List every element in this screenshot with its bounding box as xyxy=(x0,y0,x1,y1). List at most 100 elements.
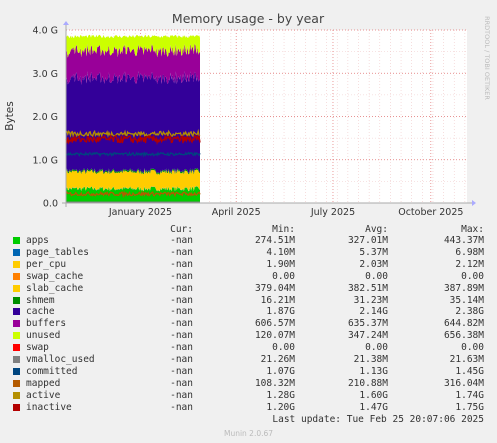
legend-row-slab-cache: slab_cache -nan 379.04M 382.51M 387.89M xyxy=(0,283,497,295)
legend-cur-value: -nan xyxy=(170,270,193,282)
legend-max-value: 6.98M xyxy=(455,246,484,258)
legend-avg-value: 1.47G xyxy=(359,401,388,413)
x-tick-label: July 2025 xyxy=(310,207,355,218)
legend-label: mapped xyxy=(26,377,61,389)
area-slab-cache xyxy=(66,169,200,191)
legend-cur-value: -nan xyxy=(170,342,193,354)
x-axis-arrow xyxy=(472,200,476,206)
data-areas xyxy=(65,34,201,203)
legend-max-value: 35.14M xyxy=(449,294,484,306)
legend-max-value: 443.37M xyxy=(443,235,484,246)
legend-cur-value: -nan xyxy=(170,389,193,401)
y-axis-arrow xyxy=(63,21,69,25)
legend-avg-value: 1.60G xyxy=(359,389,388,401)
legend-swatch xyxy=(13,237,20,244)
legend-label: buffers xyxy=(26,318,67,330)
legend-min-value: 379.04M xyxy=(254,282,295,294)
legend-label: shmem xyxy=(26,294,55,306)
legend-avg-value: 382.51M xyxy=(347,282,388,294)
legend-row-page-tables: page_tables -nan 4.10M 5.37M 6.98M xyxy=(0,247,497,259)
legend-row-vmalloc-used: vmalloc_used -nan 21.26M 21.38M 21.63M xyxy=(0,354,497,366)
legend-min-value: 120.07M xyxy=(254,330,295,342)
legend-min-value: 1.87G xyxy=(266,306,295,318)
line-mapped xyxy=(65,190,201,199)
x-tick-label: October 2025 xyxy=(398,207,463,218)
legend-max-value: 1.45G xyxy=(455,365,484,377)
line-committed xyxy=(65,151,201,158)
y-tick-label: 0.0 xyxy=(43,199,58,210)
legend-max-value: 656.38M xyxy=(443,330,484,342)
legend-swatch xyxy=(13,379,20,387)
legend-min-value: 1.07G xyxy=(266,365,295,377)
legend-avg-value: 2.14G xyxy=(359,306,388,318)
legend-swatch xyxy=(13,248,20,256)
legend-avg-value: 210.88M xyxy=(347,377,388,389)
legend-row-cache: cache -nan 1.87G 2.14G 2.38G xyxy=(0,306,497,318)
y-tick-label: 1.0 G xyxy=(33,155,59,166)
legend-cur-value: -nan xyxy=(170,246,193,258)
legend-avg-value: 1.13G xyxy=(359,365,388,377)
legend-row-swap: swap -nan 0.00 0.00 0.00 xyxy=(0,342,497,354)
legend-swatch xyxy=(13,403,20,411)
y-tick-label: 4.0 G xyxy=(33,26,59,37)
legend-swatch xyxy=(13,260,20,268)
legend-min-value: 21.26M xyxy=(260,354,295,365)
legend-swatch xyxy=(13,344,20,352)
legend-label: inactive xyxy=(26,401,72,413)
legend-header-min: Min: xyxy=(272,224,295,235)
legend-row-mapped: mapped -nan 108.32M 210.88M 316.04M xyxy=(0,378,497,390)
y-tick-label: 3.0 G xyxy=(33,69,59,80)
legend-label: apps xyxy=(26,235,49,246)
legend-cur-value: -nan xyxy=(170,318,193,330)
legend-min-value: 1.20G xyxy=(266,401,295,413)
legend-avg-value: 21.38M xyxy=(353,354,388,365)
legend-label: vmalloc_used xyxy=(26,354,95,365)
legend-label: swap_cache xyxy=(26,270,84,282)
legend-min-value: 0.00 xyxy=(272,342,295,354)
legend-min-value: 108.32M xyxy=(254,377,295,389)
legend-label: cache xyxy=(26,306,55,318)
legend-label: slab_cache xyxy=(26,282,84,294)
x-tick-label: January 2025 xyxy=(108,207,172,218)
legend-avg-value: 5.37M xyxy=(359,246,388,258)
legend-swatch xyxy=(13,296,20,304)
legend-cur-value: -nan xyxy=(170,294,193,306)
legend-min-value: 274.51M xyxy=(254,235,295,246)
legend-label: committed xyxy=(26,365,78,377)
legend-max-value: 2.12M xyxy=(455,258,484,270)
line-inactive xyxy=(65,133,201,146)
legend-max-value: 0.00 xyxy=(461,342,484,354)
legend-min-value: 0.00 xyxy=(272,270,295,282)
legend-label: swap xyxy=(26,342,49,354)
legend-max-value: 0.00 xyxy=(461,270,484,282)
legend-min-value: 606.57M xyxy=(254,318,295,330)
axes: 0.0 1.0 G 2.0 G 3.0 G 4.0 G January 2025 April… xyxy=(33,21,476,218)
legend-row-unused: unused -nan 120.07M 347.24M 656.38M xyxy=(0,330,497,342)
legend-cur-value: -nan xyxy=(170,401,193,413)
legend-cur-value: -nan xyxy=(170,377,193,389)
legend-swatch xyxy=(13,356,20,363)
legend-header: Cur: Min: Avg: Max: xyxy=(0,224,497,236)
chart-title: Memory usage - by year xyxy=(172,11,325,26)
legend-swatch xyxy=(13,367,20,375)
legend-row-swap-cache: swap_cache -nan 0.00 0.00 0.00 xyxy=(0,271,497,283)
line-active xyxy=(65,128,201,138)
y-tick-label: 2.0 G xyxy=(33,112,59,123)
legend-max-value: 21.63M xyxy=(449,354,484,365)
legend-min-value: 4.10M xyxy=(266,246,295,258)
legend-swatch xyxy=(13,272,20,280)
legend-avg-value: 0.00 xyxy=(365,342,388,354)
y-axis-label: Bytes xyxy=(4,101,16,130)
legend-swatch xyxy=(13,284,20,292)
legend-cur-value: -nan xyxy=(170,235,193,246)
legend-cur-value: -nan xyxy=(170,282,193,294)
legend-label: active xyxy=(26,389,61,401)
area-unused xyxy=(66,34,200,58)
legend-row-committed: committed -nan 1.07G 1.13G 1.45G xyxy=(0,366,497,378)
x-tick-label: April 2025 xyxy=(212,207,261,218)
legend-header-avg: Avg: xyxy=(365,224,388,235)
legend-row-per-cpu: per_cpu -nan 1.90M 2.03M 2.12M xyxy=(0,259,497,271)
legend-max-value: 316.04M xyxy=(443,377,484,389)
legend-header-cur: Cur: xyxy=(170,224,193,235)
